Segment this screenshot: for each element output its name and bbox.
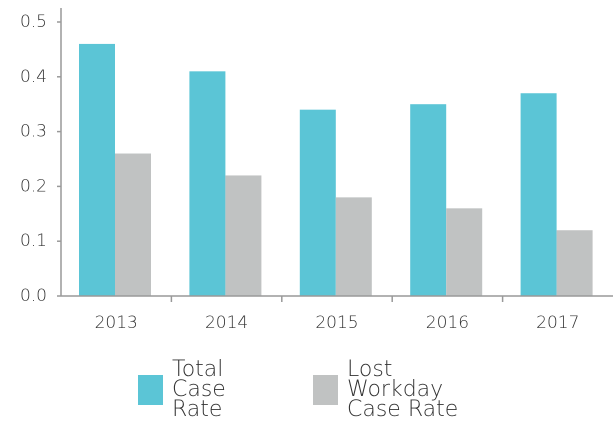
legend-label: Total Case Rate bbox=[172, 357, 233, 422]
x-tick-label: 2017 bbox=[536, 313, 579, 333]
bar bbox=[115, 153, 151, 296]
bar bbox=[299, 109, 336, 297]
legend-label: Lost Workday Case Rate bbox=[347, 357, 458, 422]
x-tick-label: 2015 bbox=[315, 313, 358, 333]
bar bbox=[556, 230, 593, 296]
legend-swatch bbox=[313, 375, 338, 405]
y-tick-label: 0.0 bbox=[20, 286, 47, 306]
bar bbox=[189, 71, 226, 296]
bar bbox=[446, 208, 483, 296]
x-tick-label: 2016 bbox=[426, 313, 469, 333]
bar bbox=[225, 175, 262, 296]
y-tick-label: 0.4 bbox=[20, 67, 47, 87]
bar bbox=[520, 93, 557, 297]
y-tick-label: 0.1 bbox=[20, 231, 47, 251]
bar bbox=[79, 43, 115, 296]
x-tick-label: 2014 bbox=[205, 313, 248, 333]
legend-swatch bbox=[138, 375, 163, 405]
y-tick-label: 0.5 bbox=[20, 12, 47, 32]
bar bbox=[335, 197, 372, 296]
x-tick-label: 2013 bbox=[95, 313, 138, 333]
y-tick-label: 0.3 bbox=[20, 122, 47, 142]
y-tick-label: 0.2 bbox=[20, 176, 47, 196]
bar bbox=[410, 104, 447, 296]
